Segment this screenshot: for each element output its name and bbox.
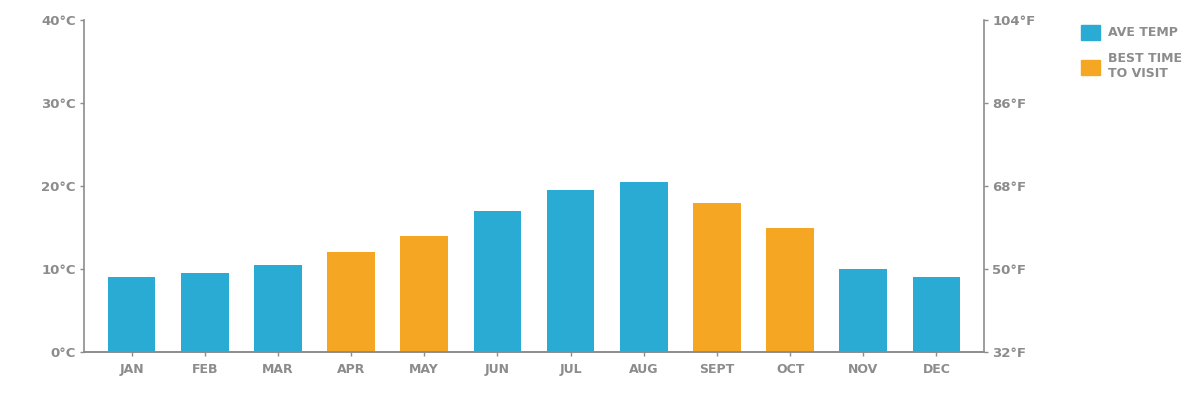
Bar [913, 277, 960, 352]
Bar [620, 182, 667, 352]
Bar [694, 202, 740, 352]
Legend: AVE TEMP, BEST TIME
TO VISIT: AVE TEMP, BEST TIME TO VISIT [1075, 18, 1188, 86]
Bar [474, 211, 521, 352]
Bar [401, 236, 448, 352]
Bar [328, 252, 374, 352]
Bar [547, 190, 594, 352]
Bar [840, 269, 887, 352]
Bar [108, 277, 155, 352]
Bar [181, 273, 228, 352]
Bar [254, 265, 301, 352]
Bar [767, 228, 814, 352]
